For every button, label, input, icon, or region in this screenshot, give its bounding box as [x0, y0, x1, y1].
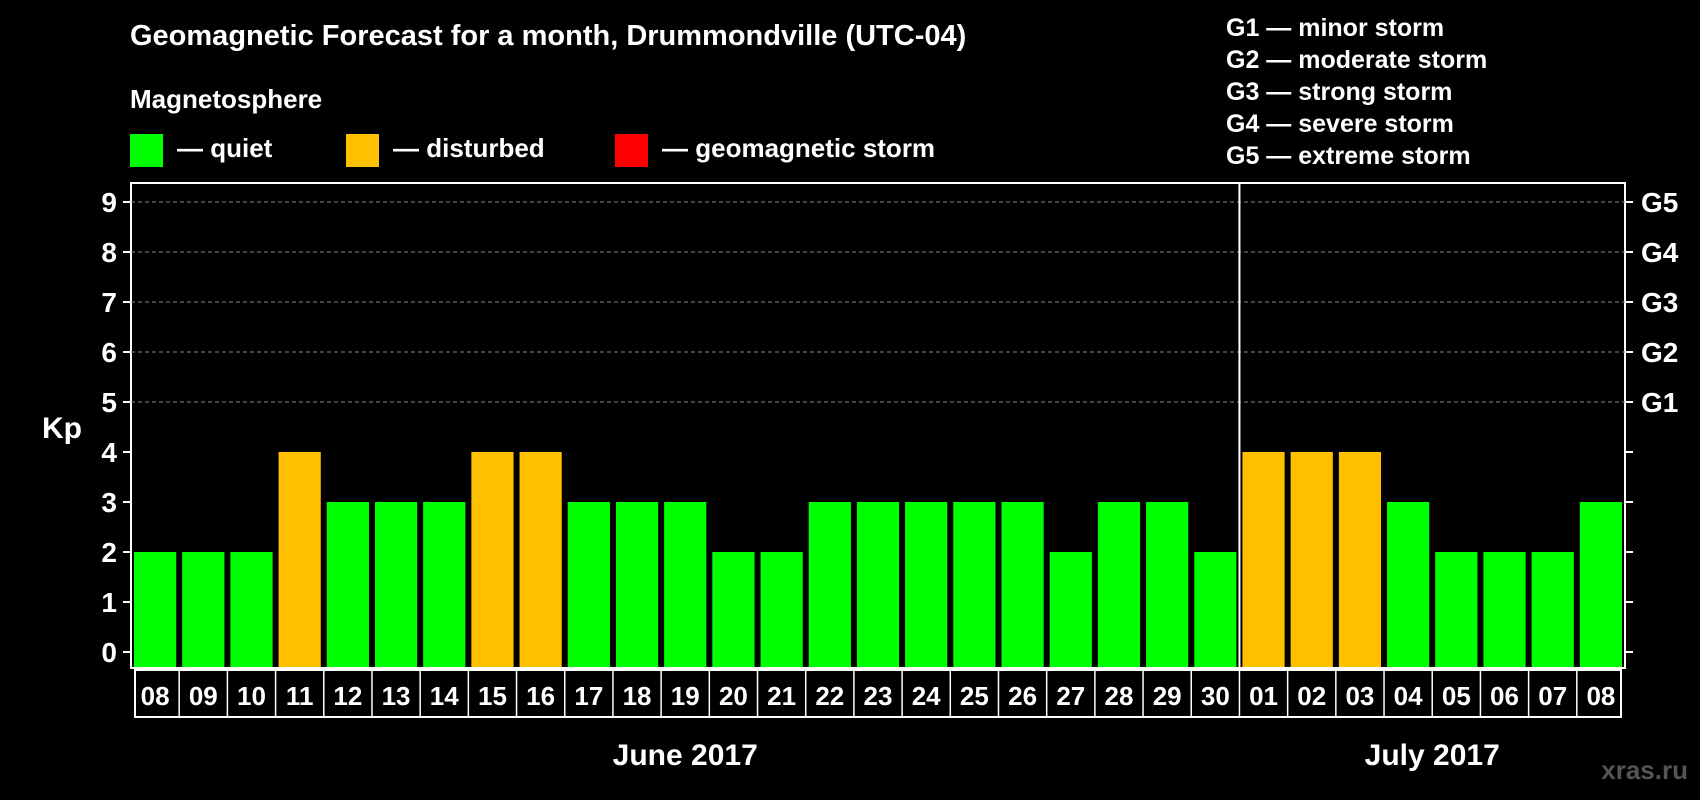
x-tick-label: 21 [767, 681, 796, 711]
month-label: June 2017 [613, 739, 758, 772]
right-axis-label-g4: G4 [1641, 237, 1679, 268]
y-tick-label: 4 [101, 437, 117, 468]
bar [1290, 452, 1333, 667]
right-axis-label-g1: G1 [1641, 387, 1678, 418]
y-tick-label: 8 [101, 237, 117, 268]
storm-scale-g1: G1 — minor storm [1226, 14, 1445, 42]
y-tick-label: 9 [101, 187, 117, 218]
bar [1049, 552, 1092, 667]
x-tick-label: 19 [671, 681, 700, 711]
storm-scale-g5: G5 — extreme storm [1226, 142, 1471, 170]
legend-label-quiet: — quiet [177, 133, 273, 163]
y-tick-label: 0 [101, 637, 117, 668]
bar [1146, 502, 1189, 667]
x-tick-label: 16 [526, 681, 555, 711]
x-tick-label: 17 [574, 681, 603, 711]
x-tick-label: 08 [1586, 681, 1615, 711]
x-tick-label: 15 [478, 681, 507, 711]
bar [230, 552, 273, 667]
storm-scale-legend: G1 — minor storm G2 — moderate storm G3 … [1226, 12, 1487, 172]
y-axis-label: Kp [42, 412, 82, 445]
x-tick-label: 12 [333, 681, 362, 711]
legend-swatch-disturbed [346, 134, 379, 167]
legend-label-disturbed: — disturbed [393, 133, 545, 163]
right-axis-label-g5: G5 [1641, 187, 1678, 218]
bar [1097, 502, 1141, 667]
x-tick-label: 03 [1345, 681, 1374, 711]
x-tick-label: 26 [1008, 681, 1037, 711]
right-axis-label-g2: G2 [1641, 337, 1678, 368]
x-tick-label: 14 [430, 681, 459, 711]
x-tick-label: 04 [1394, 681, 1423, 711]
bar [905, 502, 948, 667]
bar [134, 552, 177, 667]
bar [1387, 502, 1430, 667]
x-tick-label: 07 [1538, 681, 1567, 711]
x-tick-label: 20 [719, 681, 748, 711]
bar [953, 502, 996, 667]
bar [423, 502, 466, 667]
y-tick-label: 2 [101, 537, 117, 568]
bar [471, 452, 514, 667]
y-tick-label: 7 [101, 287, 117, 318]
plot-frame [130, 182, 1626, 669]
bar [374, 502, 418, 667]
legend-heading: Magnetosphere [130, 84, 323, 114]
bar [519, 452, 562, 667]
x-tick-label: 01 [1249, 681, 1278, 711]
x-tick-label: 30 [1201, 681, 1230, 711]
x-tick-label: 08 [141, 681, 170, 711]
storm-scale-g4: G4 — severe storm [1226, 110, 1454, 138]
x-tick-label: 10 [237, 681, 266, 711]
bar [664, 502, 707, 667]
x-tick-label: 02 [1297, 681, 1326, 711]
bar [1242, 452, 1285, 667]
date-row-frame [134, 669, 1622, 718]
y-tick-label: 3 [101, 487, 117, 518]
y-tick-label: 6 [101, 337, 117, 368]
x-tick-label: 13 [382, 681, 411, 711]
legend-swatch-storm [615, 134, 648, 167]
bar [615, 502, 659, 667]
x-tick-label: 05 [1442, 681, 1471, 711]
x-tick-label: 11 [286, 681, 314, 711]
chart-title: Geomagnetic Forecast for a month, Drummo… [130, 20, 967, 52]
x-tick-label: 22 [815, 681, 844, 711]
bar [760, 552, 803, 667]
bar [1001, 502, 1044, 667]
bar [1194, 552, 1237, 667]
bar [808, 502, 851, 667]
bar [1531, 552, 1574, 667]
right-axis-label-g3: G3 [1641, 287, 1678, 318]
x-tick-label: 09 [189, 681, 218, 711]
bar [567, 502, 610, 667]
bar [182, 552, 225, 667]
bar [1579, 502, 1622, 667]
bar [278, 452, 321, 667]
month-label: July 2017 [1365, 739, 1500, 772]
bar [712, 552, 755, 667]
storm-scale-g3: G3 — strong storm [1226, 78, 1453, 106]
y-tick-label: 1 [101, 587, 117, 618]
bar [856, 502, 900, 667]
x-tick-label: 23 [864, 681, 893, 711]
x-tick-label: 18 [623, 681, 652, 711]
bar [1435, 552, 1478, 667]
x-tick-label: 28 [1105, 681, 1134, 711]
watermark: xras.ru [1601, 755, 1688, 785]
x-tick-label: 06 [1490, 681, 1519, 711]
x-tick-label: 24 [912, 681, 941, 711]
bar [326, 502, 369, 667]
legend-label-storm: — geomagnetic storm [662, 133, 936, 163]
bar [1338, 452, 1382, 667]
legend-swatch-quiet [130, 134, 163, 167]
bar [1483, 552, 1526, 667]
x-tick-label: 29 [1153, 681, 1182, 711]
storm-scale-g2: G2 — moderate storm [1226, 46, 1488, 74]
x-tick-label: 25 [960, 681, 989, 711]
y-tick-label: 5 [101, 387, 117, 418]
x-tick-label: 27 [1056, 681, 1085, 711]
